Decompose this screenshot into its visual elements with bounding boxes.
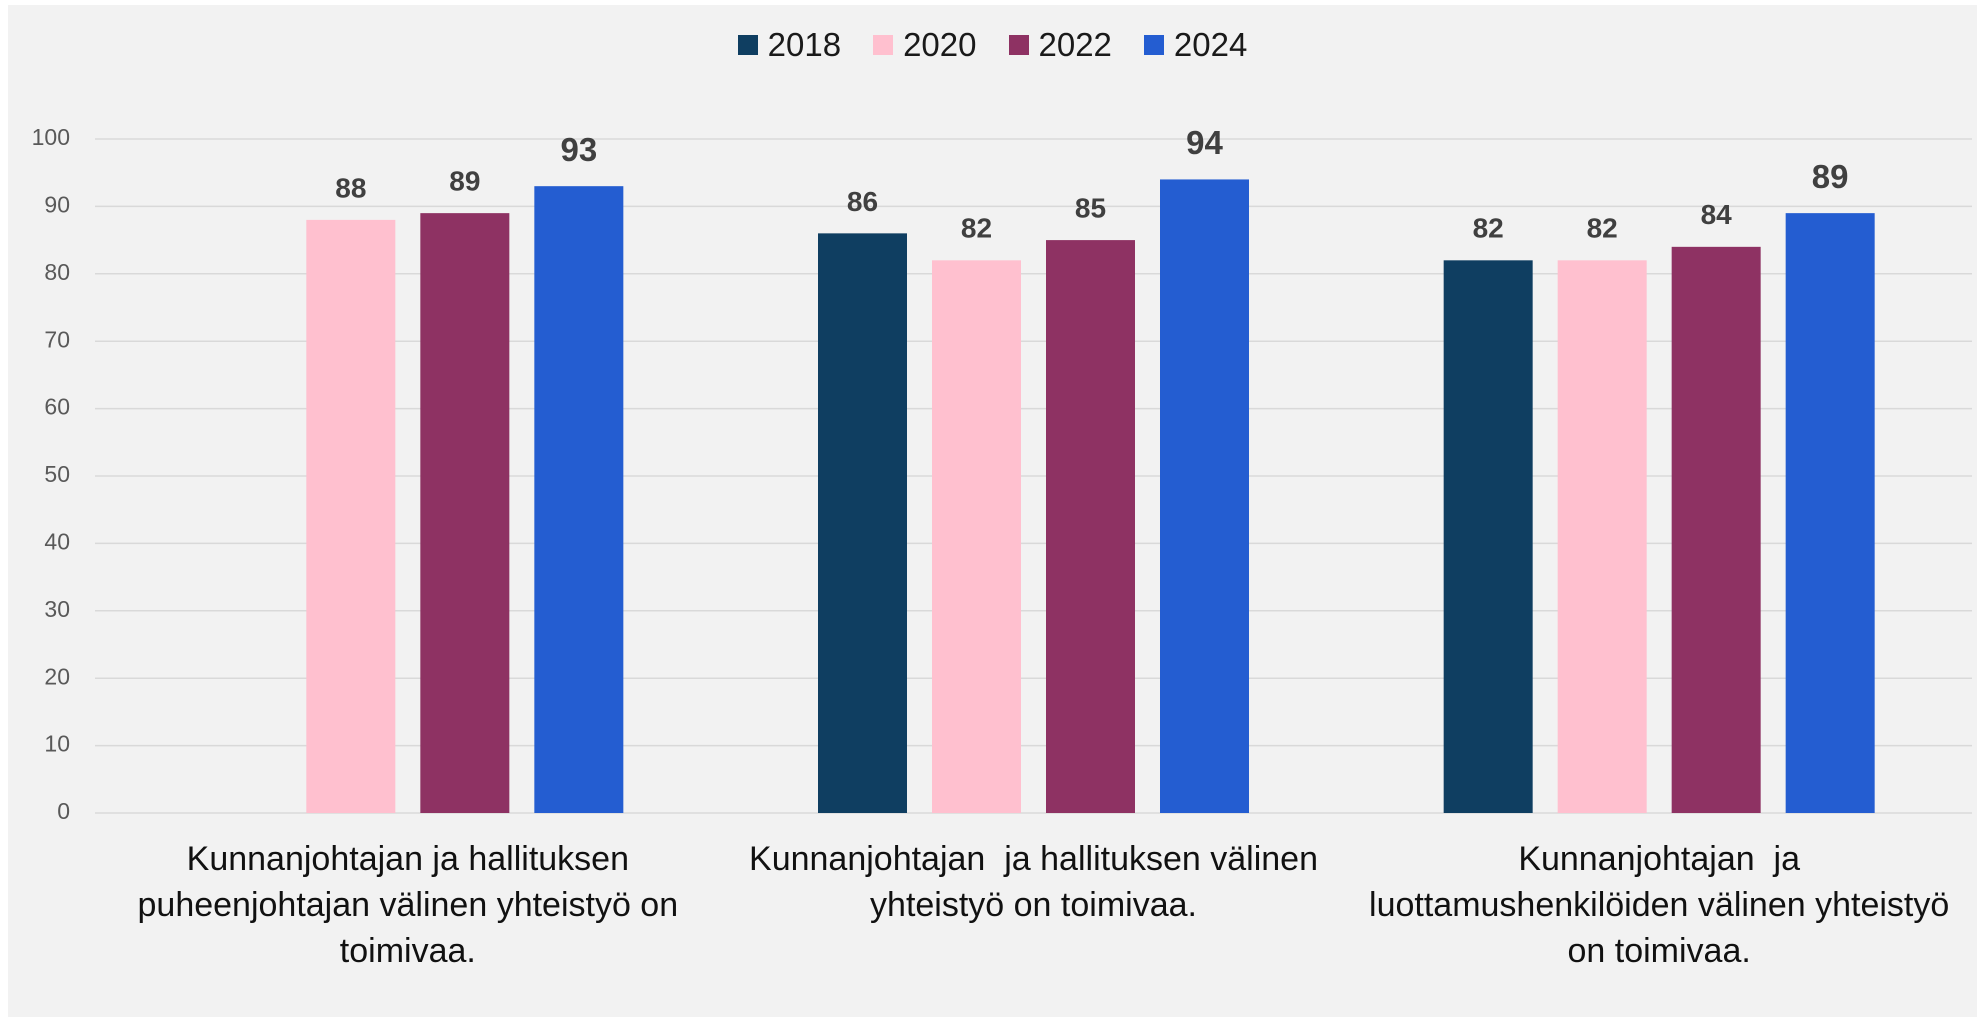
bar [1671,246,1761,814]
bar [932,260,1021,813]
bar [306,219,396,813]
bar [1785,213,1875,813]
bar [420,213,510,813]
y-tick-label: 20 [44,663,70,689]
bar [1557,260,1647,813]
y-tick-label: 90 [44,191,70,217]
data-label: 82 [961,213,992,244]
bar [1443,260,1533,813]
data-label: 86 [847,186,878,217]
bar [1046,240,1135,814]
bar [818,233,907,814]
legend-item: 2024 [1143,26,1248,64]
legend-label: 2022 [1038,26,1112,63]
x-tick-label: Kunnanjohtajan ja hallituksen puheenjoht… [137,840,688,970]
data-label: 88 [335,172,366,203]
legend-item: 2022 [1008,26,1112,64]
y-tick-label: 0 [57,798,70,824]
data-label: 84 [1701,199,1733,230]
legend: 2018 2020 2022 2024 [0,26,1985,64]
bar [534,186,624,813]
data-label: 85 [1075,192,1106,223]
data-label: 94 [1186,124,1223,161]
data-label: 89 [1812,158,1849,195]
legend-label: 2024 [1173,26,1248,63]
x-tick-label: Kunnanjohtajan ja luottamushenkilöiden v… [1369,840,1959,970]
legend-swatch [873,35,894,55]
y-tick-label: 30 [44,596,70,622]
legend-label: 2018 [767,26,842,63]
legend-label: 2020 [903,26,977,63]
y-tick-label: 10 [44,731,70,757]
y-tick-label: 50 [44,461,70,487]
y-tick-label: 70 [44,326,70,352]
legend-swatch [1008,35,1029,55]
data-label: 82 [1587,213,1618,244]
data-label: 93 [560,131,597,168]
y-tick-label: 60 [44,394,70,420]
legend-swatch [737,35,758,55]
legend-item: 2020 [873,26,977,64]
legend-item: 2018 [737,26,842,64]
y-tick-label: 100 [32,124,70,150]
y-tick-label: 40 [44,528,70,554]
data-label: 82 [1473,213,1504,244]
legend-swatch [1143,35,1164,55]
y-tick-label: 80 [44,259,70,285]
bar [1160,179,1249,813]
data-label: 89 [449,166,480,197]
x-tick-label: Kunnanjohtajan ja hallituksen välinen yh… [749,840,1328,924]
